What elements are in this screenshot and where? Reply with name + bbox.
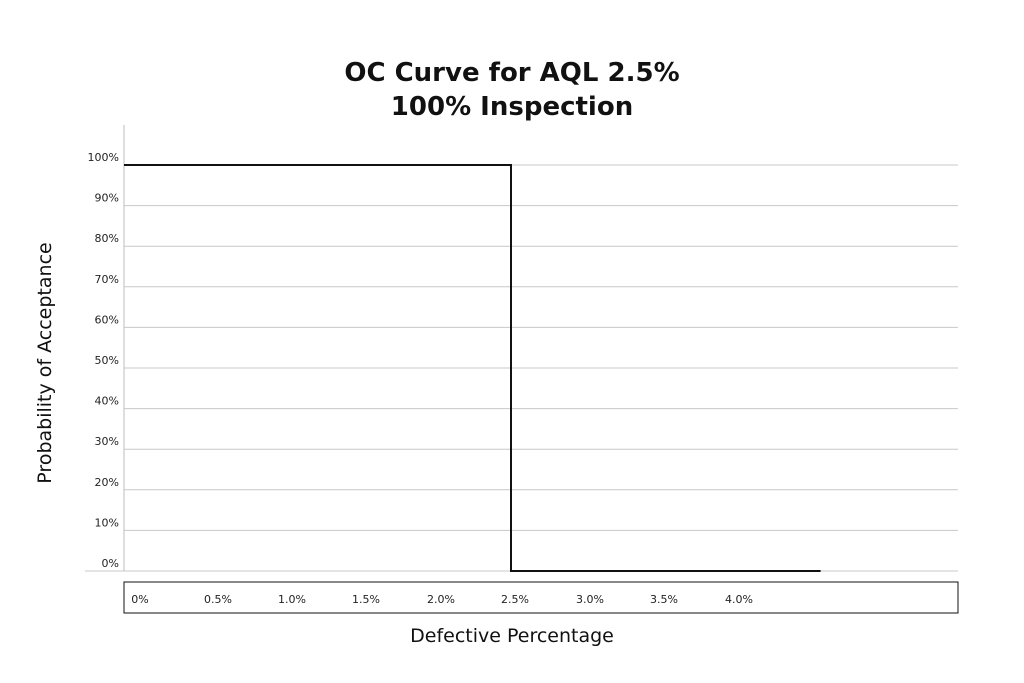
y-tick-label: 70% (95, 273, 119, 286)
x-tick-label: 0% (131, 593, 148, 606)
y-tick-label: 0% (102, 557, 119, 570)
x-axis-label: Defective Percentage (410, 625, 614, 647)
y-tick-label: 80% (95, 232, 119, 245)
x-tick-label: 3.5% (650, 593, 678, 606)
x-tick-label: 4.0% (725, 593, 753, 606)
oc-curve-line (124, 164, 821, 572)
y-tick-label: 20% (95, 476, 119, 489)
chart-subtitle: 100% Inspection (390, 92, 634, 122)
y-tick-label: 60% (95, 313, 119, 326)
y-tick-label: 40% (95, 395, 119, 408)
x-tick-label: 0.5% (204, 593, 232, 606)
y-tick-label: 100% (88, 151, 119, 164)
y-tick-label: 10% (95, 516, 119, 529)
x-tick-label: 3.0% (576, 593, 604, 606)
x-tick-label: 2.5% (501, 593, 529, 606)
y-tick-label: 30% (95, 435, 119, 448)
y-tick-label: 90% (95, 192, 119, 205)
y-axis-label: Probability of Acceptance (34, 242, 56, 484)
x-tick-label: 2.0% (427, 593, 455, 606)
x-tick-label: 1.5% (352, 593, 380, 606)
x-tick-label: 1.0% (278, 593, 306, 606)
y-tick-label: 50% (95, 354, 119, 367)
chart-title: OC Curve for AQL 2.5% (344, 58, 680, 88)
x-tick-box (123, 581, 959, 614)
